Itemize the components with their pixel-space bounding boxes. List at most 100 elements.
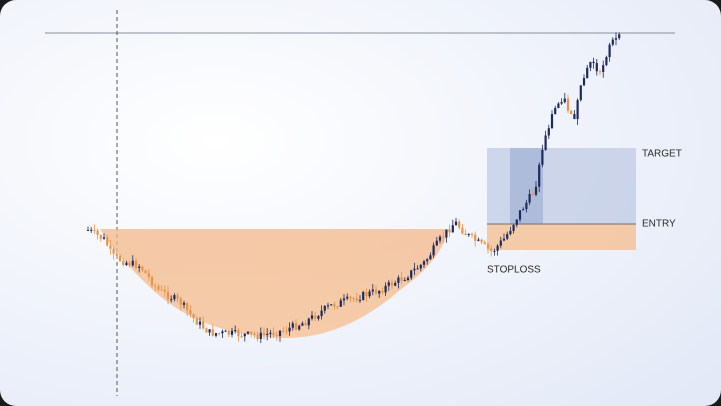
candle-body bbox=[470, 233, 474, 235]
candle-body bbox=[346, 296, 349, 299]
entry-label: ENTRY bbox=[642, 219, 676, 230]
candle-body bbox=[250, 331, 253, 334]
candle-body bbox=[602, 65, 605, 73]
candle-body bbox=[445, 229, 448, 238]
candle-body bbox=[288, 327, 291, 332]
candle-body bbox=[342, 298, 346, 301]
candle-body bbox=[128, 262, 131, 266]
candle-body bbox=[541, 149, 544, 165]
candle-body bbox=[595, 63, 598, 72]
candle-body bbox=[243, 333, 246, 337]
candle-body bbox=[189, 310, 192, 315]
candle-body bbox=[368, 291, 371, 297]
candle-body bbox=[163, 289, 166, 292]
candle-body bbox=[419, 264, 422, 269]
candle-body bbox=[150, 277, 154, 286]
candle-body bbox=[262, 332, 266, 336]
candle-body bbox=[256, 335, 259, 340]
candle-body bbox=[400, 277, 403, 281]
candle-body bbox=[227, 330, 230, 335]
candle-body bbox=[432, 245, 435, 256]
candle-body bbox=[454, 221, 458, 226]
candle-body bbox=[480, 239, 483, 243]
candle-body bbox=[307, 318, 310, 326]
candles bbox=[86, 32, 621, 344]
candle-body bbox=[358, 299, 362, 301]
candle-body bbox=[198, 321, 202, 325]
candle-body bbox=[374, 289, 378, 294]
target-zone-inner bbox=[510, 148, 543, 224]
candle-body bbox=[144, 270, 147, 274]
candle-body bbox=[154, 285, 157, 287]
candle-body bbox=[573, 114, 576, 120]
candle-body bbox=[451, 225, 454, 233]
candle-body bbox=[512, 224, 515, 231]
candle-body bbox=[557, 103, 560, 109]
candle-body bbox=[93, 229, 96, 231]
candle-body bbox=[131, 260, 134, 266]
candle-body bbox=[605, 57, 608, 66]
candle-body bbox=[115, 253, 118, 256]
candle-body bbox=[608, 44, 611, 58]
stoploss-label: STOPLOSS bbox=[487, 265, 541, 276]
candle-body bbox=[138, 266, 141, 269]
candle-body bbox=[410, 270, 413, 278]
candle-body bbox=[182, 302, 186, 305]
candle-body bbox=[298, 325, 301, 330]
candle-body bbox=[493, 250, 496, 252]
candle-body bbox=[314, 315, 317, 319]
candle-body bbox=[464, 233, 467, 236]
candle-body bbox=[230, 330, 234, 335]
candle-body bbox=[195, 318, 198, 325]
candle-body bbox=[413, 268, 416, 271]
candle-body bbox=[582, 78, 586, 86]
candle-body bbox=[531, 194, 534, 196]
candle-body bbox=[294, 323, 298, 330]
candle-body bbox=[240, 336, 243, 338]
candle-body bbox=[304, 323, 307, 326]
candle-body bbox=[490, 248, 493, 252]
candle-body bbox=[429, 255, 432, 260]
candle-body bbox=[278, 330, 282, 336]
candle-body bbox=[442, 236, 445, 238]
candle-body bbox=[112, 248, 115, 254]
candle-body bbox=[435, 240, 438, 246]
candle-body bbox=[499, 240, 502, 246]
candle-body bbox=[362, 292, 365, 300]
candle-body bbox=[438, 236, 442, 241]
candle-body bbox=[173, 295, 176, 300]
candle-body bbox=[381, 290, 384, 293]
candle-body bbox=[496, 245, 499, 251]
candle-body bbox=[109, 245, 112, 249]
candle-body bbox=[90, 229, 93, 231]
candle-body bbox=[426, 259, 429, 262]
candle-body bbox=[467, 233, 470, 236]
candle-body bbox=[406, 277, 410, 281]
candle-body bbox=[86, 229, 90, 231]
candle-body bbox=[522, 209, 525, 211]
candle-body bbox=[291, 323, 294, 328]
candle-body bbox=[102, 237, 106, 239]
candle-body bbox=[282, 330, 285, 332]
candle-body bbox=[323, 306, 326, 311]
candle-body bbox=[218, 333, 221, 335]
candle-body bbox=[125, 262, 128, 266]
candle-body bbox=[448, 229, 451, 233]
candle-body bbox=[589, 61, 592, 68]
candle-body bbox=[390, 282, 394, 286]
candle-body bbox=[211, 329, 214, 336]
candle-body bbox=[365, 292, 368, 297]
candle-body bbox=[275, 335, 278, 337]
candle-body bbox=[96, 230, 99, 235]
candle-body bbox=[214, 333, 218, 336]
candle-body bbox=[326, 305, 330, 307]
candle-body bbox=[544, 135, 547, 150]
candle-body bbox=[205, 328, 208, 333]
stoploss-zone bbox=[487, 224, 636, 250]
candle-body bbox=[179, 298, 182, 305]
candle-body bbox=[371, 289, 374, 292]
candle-body bbox=[333, 304, 336, 307]
candle-body bbox=[502, 238, 506, 241]
